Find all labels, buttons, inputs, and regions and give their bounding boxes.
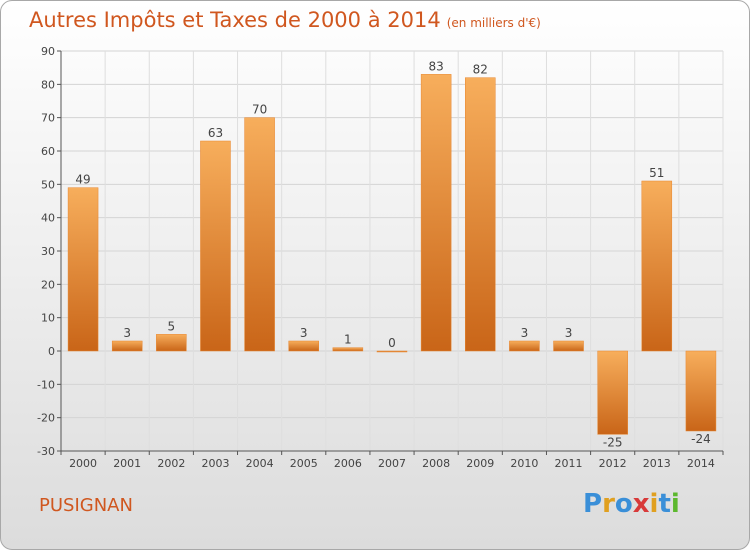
bar-2012 [597, 350, 628, 435]
chart-title: Autres Impôts et Taxes de 2000 à 2014 (en… [29, 8, 541, 32]
x-tick-label: 2013 [643, 457, 671, 470]
x-tick-label: 2010 [510, 457, 538, 470]
bar-2009 [465, 77, 496, 352]
bar-value-label: 0 [388, 336, 396, 350]
x-tick-label: 2012 [599, 457, 627, 470]
x-tick-label: 2011 [555, 457, 583, 470]
proxiti-logo: Proxiti [583, 489, 680, 519]
y-tick-label: 40 [41, 212, 55, 225]
logo-letter: x [632, 489, 650, 519]
bar-value-label: 63 [208, 126, 223, 140]
logo-letter: r [602, 489, 615, 519]
chart-unit: (en milliers d'€) [446, 16, 541, 30]
bar-2005 [288, 340, 319, 352]
bar-value-label: 3 [300, 326, 308, 340]
bar-2000 [67, 187, 99, 352]
y-tick-label: 60 [41, 145, 55, 158]
y-tick-label: 30 [41, 245, 55, 258]
logo-letter: i [649, 489, 659, 519]
bar-layer: 49 3 5 63 70 3 1 0 83 82 3 3 -25 51 -24 [67, 59, 717, 449]
bar-2001 [111, 340, 143, 352]
x-tick-label: 2005 [290, 457, 318, 470]
y-tick-label: -20 [37, 412, 55, 425]
bar-2006 [332, 347, 364, 352]
y-tick-label: 0 [48, 345, 55, 358]
bar-2007 [376, 350, 408, 353]
logo-letter: P [583, 489, 603, 519]
bar-value-label: 3 [123, 326, 131, 340]
logo-letter: t [658, 489, 671, 519]
commune-name: PUSIGNAN [39, 495, 133, 516]
bar-value-label: 3 [565, 326, 573, 340]
bar-value-label: -25 [603, 435, 623, 449]
bar-2002 [156, 334, 187, 352]
bar-value-label: 83 [428, 59, 443, 73]
bar-value-label: -24 [691, 432, 711, 446]
x-tick-label: 2003 [201, 457, 229, 470]
bar-2008 [420, 74, 452, 352]
x-tick-label: 2001 [113, 457, 141, 470]
x-tick-label: 2007 [378, 457, 406, 470]
x-tick-label: 2000 [69, 457, 97, 470]
x-tick-label: 2004 [246, 457, 274, 470]
y-tick-label: -10 [37, 378, 55, 391]
x-tick-label: 2008 [422, 457, 450, 470]
bar-2011 [553, 340, 584, 352]
bar-value-label: 3 [521, 326, 529, 340]
bar-value-label: 82 [473, 63, 488, 77]
x-tick-label: 2006 [334, 457, 362, 470]
x-tick-label: 2014 [687, 457, 715, 470]
bar-2014 [685, 350, 717, 432]
y-tick-label: 70 [41, 112, 55, 125]
y-tick-label: 50 [41, 178, 55, 191]
bar-value-label: 49 [75, 173, 90, 187]
bar-2010 [509, 340, 540, 352]
bar-2003 [200, 140, 231, 352]
logo-letter: i [670, 489, 680, 519]
bar-value-label: 5 [168, 319, 176, 333]
bar-value-label: 1 [344, 333, 352, 347]
x-tick-label: 2009 [466, 457, 494, 470]
y-tick-label: 10 [41, 312, 55, 325]
y-tick-label: -30 [37, 445, 55, 458]
bar-2013 [641, 180, 673, 352]
y-tick-label: 20 [41, 278, 55, 291]
y-tick-label: 80 [41, 78, 55, 91]
y-tick-label: 90 [41, 45, 55, 58]
chart-title-text: Autres Impôts et Taxes de 2000 à 2014 [29, 8, 441, 32]
bar-2004 [244, 117, 275, 352]
bar-value-label: 70 [252, 103, 267, 117]
x-tick-label: 2002 [157, 457, 185, 470]
logo-letter: o [614, 489, 633, 519]
bar-value-label: 51 [649, 166, 664, 180]
